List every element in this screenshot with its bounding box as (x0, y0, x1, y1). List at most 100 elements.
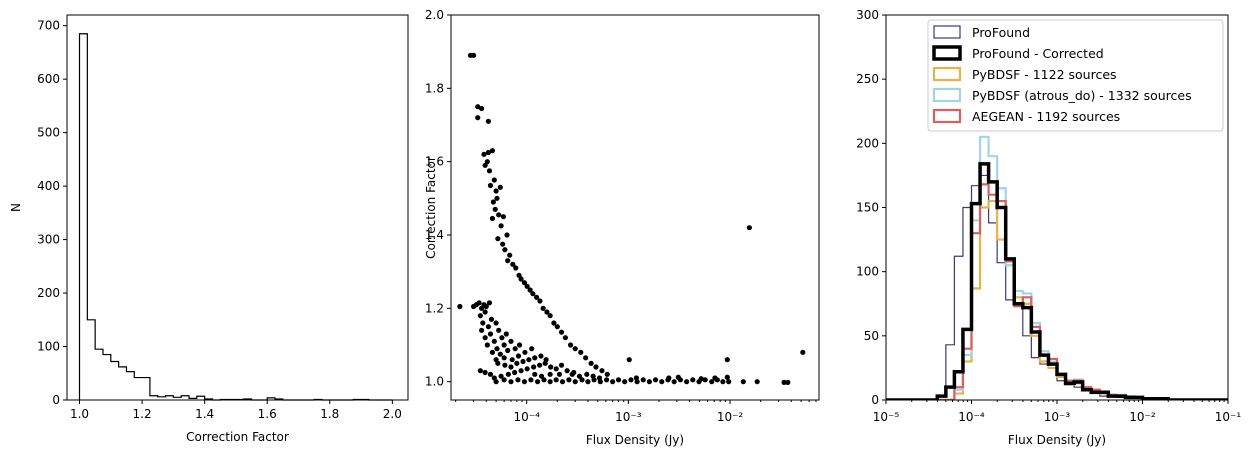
scatter-point (489, 349, 496, 355)
scatter-point (484, 159, 490, 165)
y-tick-label: 100 (37, 340, 60, 354)
scatter-point (709, 379, 715, 385)
scatter-point (493, 379, 499, 385)
scatter-point (615, 377, 622, 383)
scatter-point (578, 349, 584, 355)
x-tick-label: 10⁻² (717, 410, 744, 424)
scatter-point (481, 151, 487, 157)
scatter-point (504, 232, 510, 238)
scatter-point (530, 291, 536, 297)
y-tick-label: 300 (856, 8, 879, 22)
scatter-point (740, 379, 746, 385)
scatter-point (515, 377, 521, 383)
scatter-point (502, 247, 508, 253)
scatter-point (485, 149, 492, 156)
y-tick-label: 300 (37, 233, 60, 247)
scatter-point (485, 118, 492, 124)
scatter-point (491, 177, 497, 183)
y-tick-label: 1.2 (425, 301, 444, 315)
scatter-point (596, 375, 603, 381)
scatter-point (497, 351, 503, 357)
scatter-point (571, 369, 577, 376)
x-tick-label: 1.8 (320, 407, 339, 421)
scatter-point (724, 374, 730, 380)
scatter-point (646, 379, 653, 385)
scatter-point (470, 52, 477, 58)
scatter-point (556, 371, 563, 377)
legend-swatch (932, 45, 962, 61)
scatter-point (522, 349, 528, 355)
x-tick-label: 1.6 (258, 407, 277, 421)
scatter-point (482, 335, 488, 341)
scatter-point (675, 374, 681, 380)
scatter-point (503, 331, 509, 337)
scatter-point (496, 212, 502, 218)
scatter-point (593, 364, 599, 370)
plot-frame (450, 14, 820, 401)
legend-swatch (932, 87, 962, 103)
scatter-point (558, 362, 565, 368)
scatter-point (666, 375, 672, 381)
scatter-point (477, 368, 483, 374)
scatter-point (566, 377, 572, 383)
x-tick-label: 10⁻³ (1044, 410, 1071, 424)
legend-label: ProFound (972, 25, 1030, 40)
legend-label: AEGEAN - 1192 sources (972, 109, 1120, 124)
scatter-point (501, 377, 507, 383)
scatter-point (548, 364, 554, 370)
y-tick-label: 1.6 (425, 155, 444, 169)
histogram-steps (78, 33, 393, 401)
scatter-point (457, 303, 463, 310)
scatter-point (562, 335, 568, 341)
panel-correction-factor-histogram: 1.0 1.2 1.4 1.6 1.8 2.0 0 100 200 300 400 500 600 700… (9, 14, 409, 444)
scatter-point (476, 300, 482, 306)
scatter-point (491, 338, 497, 344)
scatter-point (588, 360, 594, 366)
scatter-point (538, 353, 544, 359)
scatter-point (498, 373, 504, 379)
legend: ProFound ProFound - Corrected PyBDSF - 112… (927, 19, 1224, 132)
scatter-point (626, 357, 632, 363)
y-tick-label: 700 (37, 19, 60, 33)
y-tick-label: 150 (856, 201, 879, 215)
scatter-point (513, 265, 519, 271)
panel-flux-density-histograms: 10⁻⁵ 10⁻⁴ 10⁻³ 10⁻² 10⁻¹ 0 50 100 150 200 250 300 Fl… (856, 8, 1241, 447)
scatter-point (558, 329, 565, 335)
scatter-point (800, 349, 806, 355)
scatter-point (515, 353, 522, 359)
scatter-point (540, 305, 546, 311)
scatter-point (499, 335, 505, 341)
scatter-point (585, 379, 591, 385)
scatter-point (576, 373, 583, 379)
scatter-point (493, 188, 499, 194)
legend-label: PyBDSF (atrous_do) - 1332 sources (972, 88, 1192, 103)
scatter-point (604, 371, 610, 377)
scatter-point (551, 320, 557, 326)
scatter-point (553, 377, 559, 383)
scatter-point (528, 377, 534, 383)
panel-correction-vs-flux-scatter: 10⁻⁴ 10⁻³ 10⁻² 1.0 1.2 1.4 1.6 1.8 2.0 Flux Densi… (424, 8, 820, 447)
scatter-point (553, 366, 559, 372)
scatter-point (479, 327, 485, 333)
scatter-point (480, 320, 486, 326)
x-tick-label: 10⁻⁴ (514, 410, 541, 424)
scatter-point (547, 371, 553, 377)
scatter-point (508, 379, 514, 385)
scatter-point (479, 105, 485, 112)
scatter-point (518, 368, 524, 374)
scatter-point (516, 342, 523, 348)
scatter-point (524, 283, 530, 289)
scatter-point (524, 366, 530, 372)
scatter-point (479, 305, 485, 311)
scatter-point (527, 287, 533, 293)
scatter-point (518, 276, 524, 282)
scatter-point (502, 362, 508, 368)
scatter-point (497, 184, 503, 190)
scatter-point (486, 300, 493, 306)
y-tick-label: 0 (871, 393, 879, 407)
scatter-point (521, 379, 528, 385)
scatter-point (746, 225, 752, 231)
scatter-point (489, 215, 496, 222)
scatter-point (495, 236, 501, 242)
